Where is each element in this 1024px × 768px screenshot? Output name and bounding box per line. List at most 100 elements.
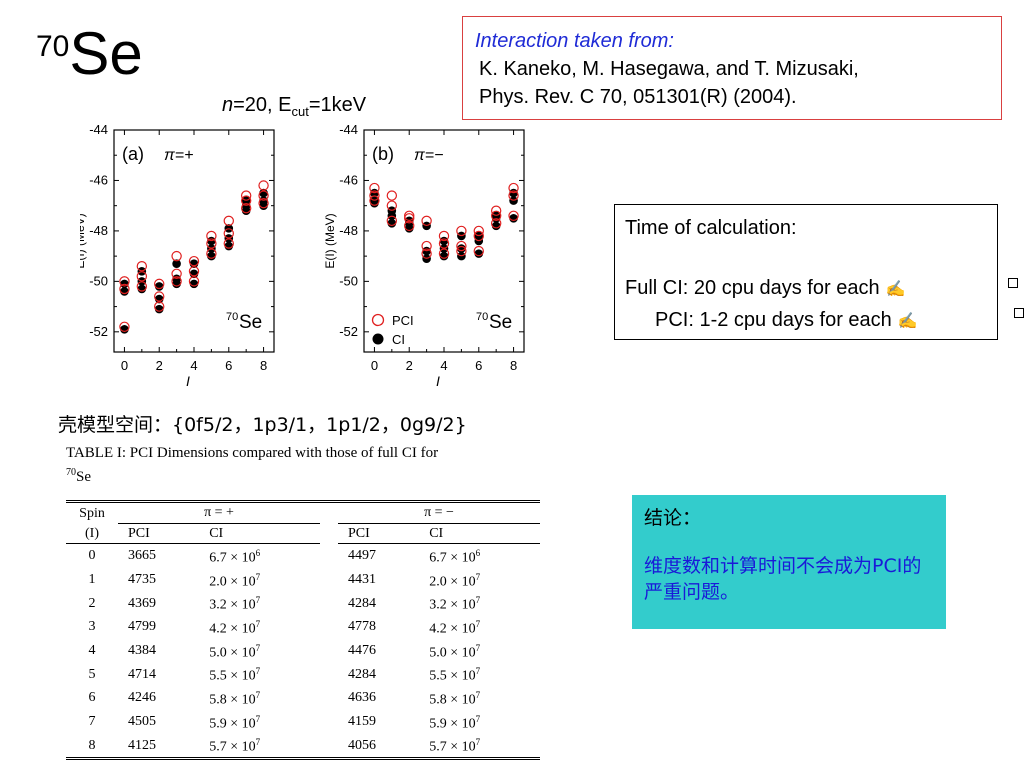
- legend-ci-marker: [372, 333, 384, 345]
- cell-pci-neg: 4284: [347, 595, 376, 611]
- cell-ci-pos: 5.7 × 107: [187, 733, 320, 760]
- pci-point: [119, 283, 130, 295]
- cell-ci-neg: 2.0 × 107: [429, 571, 481, 590]
- cell-pci-pos: 3665: [128, 548, 156, 564]
- cell-pci-pos: 4799: [128, 619, 156, 635]
- pci-point: [240, 195, 252, 206]
- conclusion-box: 结论： 维度数和计算时间不会成为PCI的严重问题。: [632, 495, 946, 629]
- cell-ci-neg: 5.8 × 107: [429, 689, 481, 708]
- cell-spin: 6: [88, 690, 96, 706]
- pci-point: [421, 240, 432, 252]
- header-ci-neg: CI: [407, 523, 540, 544]
- x-tick-label: 8: [510, 358, 517, 373]
- timing-heading: Time of calculation:: [625, 217, 797, 239]
- cell-pci-neg: 4431: [347, 571, 376, 587]
- cell-spin: 2: [88, 595, 96, 611]
- table-row: 5 4714 5.5 × 107 4284 5.5 × 107: [66, 662, 540, 686]
- cell-spin: 4: [88, 642, 96, 658]
- cell-pci-neg: 4159: [347, 713, 376, 729]
- ci-point: [172, 259, 181, 269]
- ci-point: [189, 279, 199, 289]
- param-sub: cut: [291, 104, 309, 119]
- cell-ci-neg: 5.7 × 107: [407, 733, 540, 760]
- x-tick-label: 2: [406, 358, 413, 373]
- writing-hand-icon: ✍: [885, 281, 906, 298]
- cell-pci-neg: 4476: [347, 642, 376, 658]
- pci-point: [258, 197, 269, 209]
- cell-spin: 3: [88, 619, 96, 635]
- nucleus-sup: 70: [476, 311, 488, 323]
- pci-point: [188, 276, 200, 287]
- pci-point: [223, 228, 234, 239]
- pci-point: [456, 225, 467, 237]
- pci-point: [404, 210, 415, 221]
- pci-point: [386, 215, 398, 227]
- table-row: 6 4246 5.8 × 107 4636 5.8 × 107: [66, 686, 540, 710]
- reference-heading: Interaction taken from:: [475, 30, 674, 52]
- pci-point: [136, 261, 148, 272]
- nucleus-label: Se: [239, 312, 262, 333]
- legend-pci-label: PCI: [392, 313, 414, 328]
- dimension-table-wrap: Spin π = + π = − (I) PCI CI PCI CI 0 3665…: [66, 500, 540, 760]
- cell-ci-pos: 5.9 × 107: [209, 713, 261, 732]
- x-tick-label: 4: [190, 358, 197, 373]
- timing-pci-text: PCI: 1-2 cpu days for each: [655, 309, 892, 331]
- header-group-pos: π = +: [118, 500, 320, 524]
- pci-point: [369, 195, 380, 206]
- table-row: 8 4125 5.7 × 107 4056 5.7 × 107: [66, 733, 540, 760]
- ci-point: [509, 213, 518, 223]
- cell-spin: 0: [88, 548, 96, 564]
- cell-ci-neg: 3.2 × 107: [429, 595, 481, 613]
- cell-ci-pos: 5.0 × 107: [209, 642, 261, 661]
- y-tick-label: -52: [339, 324, 358, 339]
- bullet-square-icon: [1008, 278, 1018, 288]
- table-row: 0 3665 6.7 × 106 4497 6.7 × 106: [66, 544, 540, 568]
- pci-point: [206, 248, 217, 259]
- conclusion-heading: 结论：: [644, 507, 702, 529]
- pci-point: [369, 190, 380, 201]
- cell-ci-neg: 6.7 × 106: [429, 548, 481, 566]
- timing-box: Time of calculation: Full CI: 20 cpu day…: [614, 204, 998, 340]
- pci-point: [258, 190, 269, 201]
- x-tick-label: 4: [440, 358, 447, 373]
- timing-pci: PCI: 1-2 cpu days for each ✍: [625, 305, 987, 337]
- cell-pci-pos: 4714: [128, 666, 156, 682]
- y-tick-label: -50: [89, 273, 108, 288]
- panel-label: (b): [372, 144, 394, 164]
- ci-point: [491, 221, 501, 231]
- timing-full-ci: Full CI: 20 cpu days for each ✍: [625, 273, 987, 305]
- pci-point: [188, 266, 200, 277]
- title-mass-number: 70: [36, 30, 70, 63]
- table-caption: TABLE I: PCI Dimensions compared with th…: [66, 444, 556, 487]
- cell-pci-neg: 4778: [347, 619, 376, 635]
- pci-point: [421, 248, 432, 259]
- cell-spin: 8: [66, 733, 118, 760]
- pci-point: [119, 276, 130, 287]
- pci-point: [490, 205, 502, 216]
- cell-spin: 5: [88, 666, 96, 682]
- header-ci-pos: CI: [187, 523, 320, 544]
- pci-point: [258, 180, 269, 191]
- ci-point: [259, 201, 268, 210]
- chart-panel-a: -44 -46 -48 -50 -52 0 2 4 6 8 I E(I) (MeV) (a) π=+ 70 S…: [80, 122, 275, 389]
- pci-point: [473, 245, 484, 257]
- x-tick-label: 8: [260, 358, 267, 373]
- y-tick-label: -44: [339, 122, 358, 137]
- pci-point: [154, 301, 165, 312]
- x-axis-label: I: [186, 373, 190, 389]
- table-body: 0 3665 6.7 × 106 4497 6.7 × 106 1 4735 2.0 × 10…: [66, 544, 540, 760]
- nucleus-label: Se: [489, 312, 512, 333]
- y-tick-label: -52: [89, 324, 108, 339]
- ci-point: [172, 279, 181, 289]
- cell-ci-pos: 5.5 × 107: [209, 666, 261, 684]
- timing-full-ci-text: Full CI: 20 cpu days for each: [625, 277, 880, 299]
- table-row: 3 4799 4.2 × 107 4778 4.2 × 107: [66, 615, 540, 639]
- cell-ci-neg: 4.2 × 107: [429, 618, 481, 637]
- param-n: n: [222, 94, 234, 116]
- pci-point: [438, 238, 450, 249]
- pci-point: [119, 321, 130, 332]
- table-row: 2 4369 3.2 × 107 4284 3.2 × 107: [66, 591, 540, 615]
- y-tick-label: -50: [339, 273, 358, 288]
- x-tick-label: 0: [121, 358, 128, 373]
- pci-point: [188, 255, 200, 267]
